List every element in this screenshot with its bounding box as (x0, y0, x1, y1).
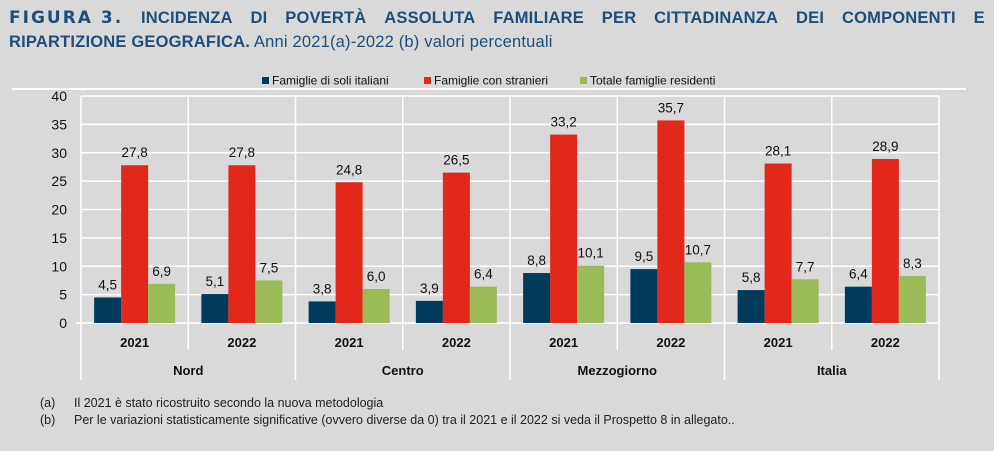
title-word: FAMILIARE (493, 9, 584, 27)
data-label: 26,5 (443, 153, 469, 168)
y-tick-label: 10 (51, 258, 67, 274)
title-word: POVERTÀ (285, 9, 367, 27)
legend-label: Famiglie di soli italiani (272, 74, 389, 88)
bar (737, 290, 765, 323)
footnote-key: (b) (40, 413, 56, 427)
footnote-a: (a) Il 2021 è stato ricostruito secondo … (40, 395, 735, 412)
y-tick-label: 25 (51, 173, 67, 189)
data-label: 10,7 (685, 242, 711, 257)
title-word: PER (601, 9, 637, 27)
data-label: 28,9 (872, 139, 898, 154)
legend-label: Famiglie con stranieri (434, 74, 548, 88)
legend-swatch (262, 77, 269, 84)
data-label: 33,2 (550, 115, 576, 130)
bar (148, 283, 176, 323)
legend-swatch (424, 77, 431, 84)
bar (201, 294, 229, 323)
data-label: 3,9 (420, 281, 439, 296)
bar (335, 182, 363, 323)
title-word: DEI (796, 9, 825, 27)
group-label: Centro (382, 363, 424, 378)
bar (469, 286, 497, 323)
bar (657, 120, 685, 323)
x-tick-label: 2021 (120, 335, 149, 350)
x-tick-label: 2022 (227, 335, 256, 350)
data-label: 27,8 (229, 145, 255, 160)
data-label: 9,5 (634, 249, 653, 264)
data-label: 27,8 (121, 145, 147, 160)
title-subtitle: Anni 2021(a)-2022 (b) valori percentuali (250, 33, 553, 51)
bar (630, 269, 658, 323)
bar (228, 165, 256, 323)
bar (577, 265, 605, 323)
title-word: DI (250, 9, 268, 27)
bar (550, 134, 578, 323)
title-word: CITTADINANZA (654, 9, 779, 27)
figure-title: FIGURA 3. INCIDENZA DI POVERTÀ ASSOLUTA … (9, 6, 985, 54)
data-label: 24,8 (336, 162, 362, 177)
footnote-key: (a) (40, 396, 56, 410)
legend-label: Totale famiglie residenti (590, 74, 715, 88)
legend-swatch (580, 77, 587, 84)
bar (844, 286, 872, 323)
title-word: E (973, 9, 985, 27)
footnote-b: (b) Per le variazioni statisticamente si… (40, 412, 735, 429)
data-label: 10,1 (577, 246, 603, 261)
title-word: ASSOLUTA (384, 9, 476, 27)
data-label: 6,4 (474, 267, 493, 282)
x-tick-label: 2022 (656, 335, 685, 350)
data-label: 8,8 (527, 253, 546, 268)
bar (684, 262, 712, 323)
data-label: 6,9 (152, 264, 171, 279)
data-label: 8,3 (903, 256, 922, 271)
x-tick-label: 2021 (549, 335, 578, 350)
footnotes: (a) Il 2021 è stato ricostruito secondo … (40, 395, 735, 429)
title-word: COMPONENTI (841, 9, 956, 27)
group-label: Nord (173, 363, 203, 378)
bar (94, 297, 122, 323)
y-tick-label: 5 (59, 287, 67, 303)
bar (121, 165, 149, 323)
bar (362, 288, 390, 323)
data-label: 5,8 (742, 270, 761, 285)
bar (791, 279, 819, 323)
title-bold-part: RIPARTIZIONE GEOGRAFICA. (9, 33, 250, 51)
bar (442, 172, 470, 323)
y-tick-label: 40 (51, 88, 67, 104)
bar-chart: Famiglie di soli italiani Famiglie con st… (12, 74, 966, 380)
data-label: 3,8 (313, 281, 332, 296)
bar (871, 158, 899, 323)
bar (415, 300, 443, 323)
y-tick-label: 15 (51, 230, 67, 246)
bar (523, 273, 551, 323)
data-label: 28,1 (765, 144, 791, 159)
footnote-text: Il 2021 è stato ricostruito secondo la n… (74, 396, 384, 410)
x-tick-label: 2022 (871, 335, 900, 350)
y-tick-label: 30 (51, 145, 67, 161)
data-label: 5,1 (205, 274, 224, 289)
bar (764, 163, 792, 323)
bar (308, 301, 336, 323)
x-tick-label: 2022 (442, 335, 471, 350)
data-label: 7,7 (796, 259, 815, 274)
bar (898, 275, 926, 323)
title-word: INCIDENZA (141, 9, 233, 27)
bar (255, 280, 283, 323)
y-tick-label: 35 (51, 116, 67, 132)
figure-label: FIGURA 3. (9, 8, 124, 28)
data-label: 6,0 (367, 269, 386, 284)
title-line-2: RIPARTIZIONE GEOGRAFICA. Anni 2021(a)-20… (9, 30, 985, 54)
group-label: Mezzogiorno (578, 363, 657, 378)
y-tick-label: 20 (51, 202, 67, 218)
x-tick-label: 2021 (764, 335, 793, 350)
title-line-1: FIGURA 3. INCIDENZA DI POVERTÀ ASSOLUTA … (9, 6, 985, 30)
data-label: 7,5 (259, 260, 278, 275)
data-label: 35,7 (658, 100, 684, 115)
data-label: 4,5 (98, 277, 117, 292)
y-tick-label: 0 (59, 315, 67, 331)
group-label: Italia (817, 363, 847, 378)
data-label: 6,4 (849, 267, 868, 282)
footnote-text: Per le variazioni statisticamente signif… (74, 413, 735, 427)
x-tick-label: 2021 (335, 335, 364, 350)
